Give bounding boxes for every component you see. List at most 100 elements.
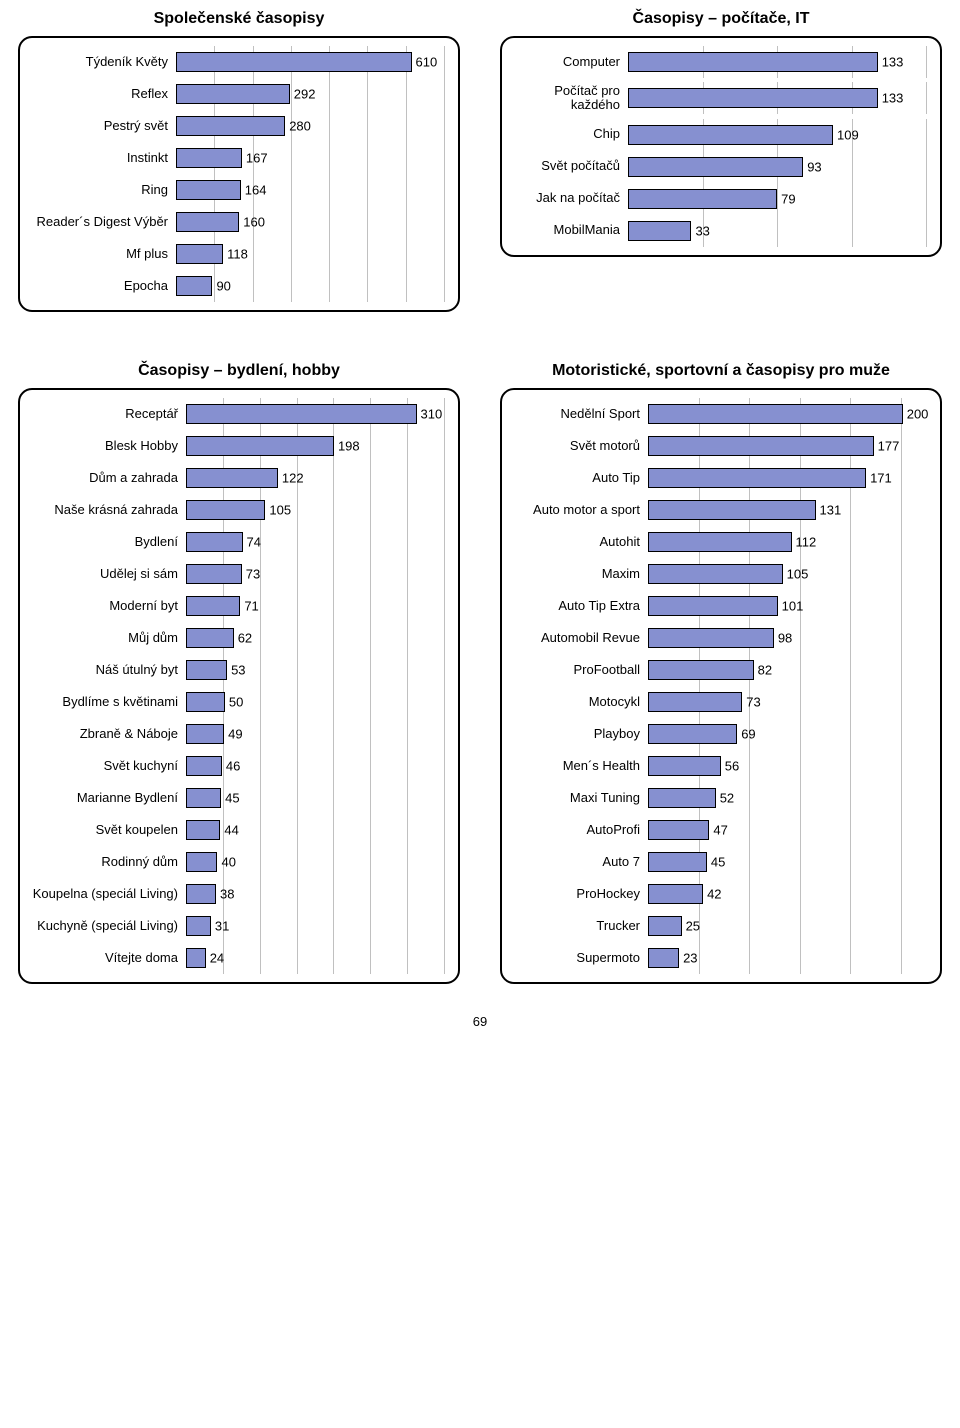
category-label: Automobil Revue <box>508 631 648 645</box>
bar <box>186 628 234 648</box>
chart-box-social: Týdeník Květy610Reflex292Pestrý svět280I… <box>18 36 460 312</box>
bar-track: 610 <box>176 52 444 72</box>
gridline <box>444 494 445 526</box>
gridline <box>926 215 927 247</box>
category-label: Svět kuchyní <box>26 759 186 773</box>
gridline <box>850 910 851 942</box>
category-label: Zbraně & Náboje <box>26 727 186 741</box>
chart-title-motor: Motoristické, sportovní a časopisy pro m… <box>500 362 942 380</box>
gridline <box>297 558 298 590</box>
value-label: 40 <box>221 855 235 870</box>
gridline <box>926 82 927 114</box>
gridline <box>370 494 371 526</box>
bar <box>648 564 783 584</box>
gridline <box>214 270 215 302</box>
gridline <box>370 462 371 494</box>
value-label: 105 <box>269 503 291 518</box>
bar <box>186 660 227 680</box>
gridline <box>407 750 408 782</box>
gridline <box>444 878 445 910</box>
gridline <box>444 750 445 782</box>
gridline <box>444 590 445 622</box>
gridline <box>333 782 334 814</box>
gridline <box>777 183 778 215</box>
gridlines <box>186 724 444 744</box>
category-label: Vítejte doma <box>26 951 186 965</box>
bar-track: 292 <box>176 84 444 104</box>
gridline <box>291 174 292 206</box>
gridline <box>333 718 334 750</box>
bar <box>648 916 682 936</box>
gridline <box>850 814 851 846</box>
category-label: Auto 7 <box>508 855 648 869</box>
gridline <box>260 590 261 622</box>
gridline <box>901 686 902 718</box>
gridline <box>800 878 801 910</box>
category-label: Rodinný dům <box>26 855 186 869</box>
bar-track: 46 <box>186 756 444 776</box>
gridline <box>297 590 298 622</box>
gridline <box>444 942 445 974</box>
bar-track: 280 <box>176 116 444 136</box>
gridline <box>333 910 334 942</box>
bar-track: 133 <box>628 52 926 72</box>
bar-track: 101 <box>648 596 926 616</box>
gridline <box>329 174 330 206</box>
category-label: Svět koupelen <box>26 823 186 837</box>
chart-box-hobby: Receptář310Blesk Hobby198Dům a zahrada12… <box>18 388 460 984</box>
bar <box>186 852 217 872</box>
gridline <box>444 78 445 110</box>
category-label: Mf plus <box>26 247 176 261</box>
category-label: Kuchyně (speciál Living) <box>26 919 186 933</box>
category-label: Udělej si sám <box>26 567 186 581</box>
gridline <box>333 878 334 910</box>
gridline <box>406 174 407 206</box>
category-label: Můj dům <box>26 631 186 645</box>
gridline <box>444 430 445 462</box>
gridline <box>852 151 853 183</box>
bar <box>176 148 242 168</box>
bar <box>186 724 224 744</box>
value-label: 42 <box>707 887 721 902</box>
gridline <box>901 910 902 942</box>
gridline <box>333 622 334 654</box>
gridline <box>444 782 445 814</box>
bar-track: 69 <box>648 724 926 744</box>
gridline <box>329 206 330 238</box>
gridline <box>367 206 368 238</box>
gridline <box>444 846 445 878</box>
gridline <box>333 462 334 494</box>
bar <box>186 436 334 456</box>
gridline <box>407 910 408 942</box>
gridline <box>777 215 778 247</box>
gridline <box>260 910 261 942</box>
gridlines <box>186 756 444 776</box>
bar-track: 200 <box>648 404 926 424</box>
gridline <box>444 142 445 174</box>
gridline <box>749 814 750 846</box>
bar-track: 112 <box>648 532 926 552</box>
bar <box>648 532 792 552</box>
chart-title-it: Časopisy – počítače, IT <box>500 10 942 28</box>
gridline <box>370 622 371 654</box>
bar <box>176 180 241 200</box>
value-label: 131 <box>820 503 842 518</box>
gridline <box>749 846 750 878</box>
category-label: Marianne Bydlení <box>26 791 186 805</box>
value-label: 44 <box>224 823 238 838</box>
value-label: 112 <box>796 535 817 550</box>
value-label: 24 <box>210 951 224 966</box>
bar-track: 164 <box>176 180 444 200</box>
gridline <box>297 494 298 526</box>
category-label: Chip <box>508 127 628 141</box>
gridline <box>901 526 902 558</box>
bar <box>186 756 222 776</box>
gridline <box>406 78 407 110</box>
value-label: 310 <box>421 407 443 422</box>
value-label: 50 <box>229 695 243 710</box>
value-label: 49 <box>228 727 242 742</box>
value-label: 52 <box>720 791 734 806</box>
gridline <box>329 238 330 270</box>
gridline <box>901 558 902 590</box>
gridline <box>370 654 371 686</box>
